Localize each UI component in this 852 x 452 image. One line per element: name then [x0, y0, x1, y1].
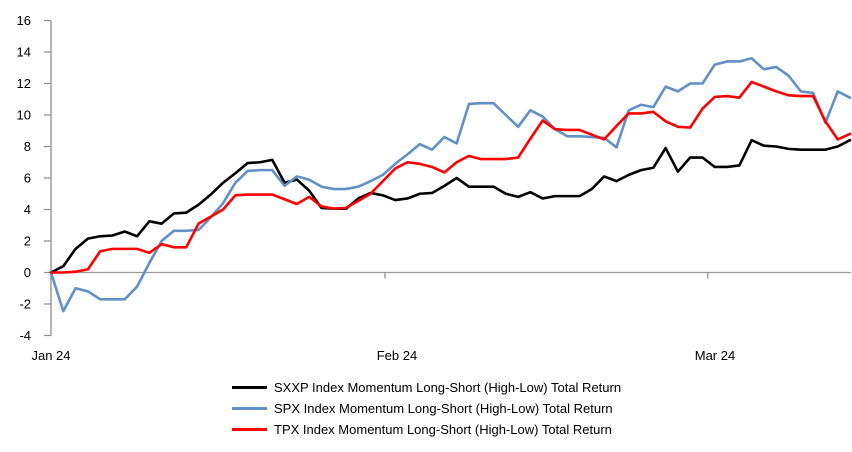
legend-label-spx: SPX Index Momentum Long-Short (High-Low)… [274, 401, 613, 416]
legend-label-sxxp: SXXP Index Momentum Long-Short (High-Low… [274, 380, 622, 395]
legend-item-sxxp: SXXP Index Momentum Long-Short (High-Low… [232, 377, 621, 398]
y-tick-label-12: 12 [17, 76, 31, 91]
y-tick-label-4: 4 [24, 202, 31, 217]
series-line-tpx [49, 80, 852, 274]
y-tick-label-8: 8 [24, 139, 31, 154]
x-tick-label-mar-24: Mar 24 [695, 348, 735, 363]
legend-line-sxxp [232, 386, 267, 389]
legend-line-spx [232, 407, 267, 410]
legend-line-tpx [232, 428, 267, 431]
y-tick-label-6: 6 [24, 171, 31, 186]
legend: SXXP Index Momentum Long-Short (High-Low… [232, 377, 621, 440]
y-tick-label-2: 2 [24, 234, 31, 249]
y-tick-label--2: -2 [19, 297, 31, 312]
x-tick-label-jan-24: Jan 24 [31, 348, 70, 363]
legend-label-tpx: TPX Index Momentum Long-Short (High-Low)… [274, 422, 612, 437]
y-tick-label-16: 16 [17, 13, 31, 28]
y-tick-label-14: 14 [17, 45, 31, 60]
y-tick-label-0: 0 [24, 265, 31, 280]
series-line-spx [49, 56, 852, 313]
legend-item-tpx: TPX Index Momentum Long-Short (High-Low)… [232, 419, 621, 440]
legend-item-spx: SPX Index Momentum Long-Short (High-Low)… [232, 398, 621, 419]
x-tick-label-feb-24: Feb 24 [377, 348, 417, 363]
y-tick-label--4: -4 [19, 328, 31, 343]
y-tick-label-10: 10 [17, 108, 31, 123]
series-line-sxxp [49, 138, 852, 274]
